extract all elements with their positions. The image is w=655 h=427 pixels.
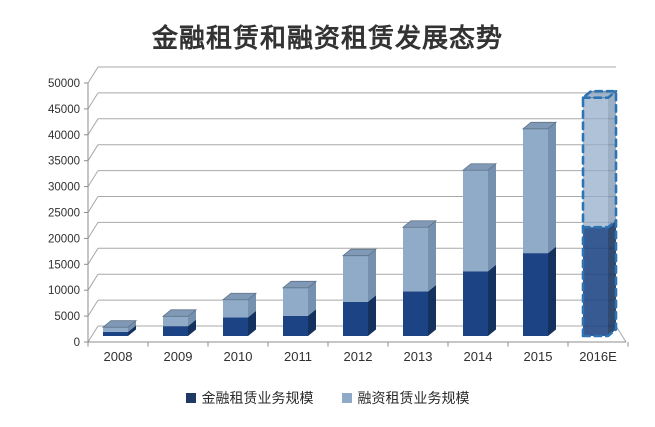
bar-segment-financial-2009: [163, 326, 188, 336]
bar-side-leasing-2016E: [608, 91, 616, 228]
bar-segment-financial-2010: [223, 317, 248, 336]
legend-swatch-financial-leasing: [185, 393, 196, 403]
x-tick-label: 2014: [464, 349, 493, 364]
grid-diagonal: [87, 92, 99, 110]
y-tick-label: 20000: [48, 233, 80, 245]
bar-side-financial-2015: [548, 246, 556, 336]
y-tick-label: 35000: [48, 156, 80, 168]
grid-diagonal: [87, 170, 99, 187]
grid-diagonal: [87, 222, 99, 239]
x-tick-label: 2013: [404, 349, 433, 364]
forecast-segment-divider-2016E: [581, 219, 618, 229]
grid-diagonal: [87, 248, 99, 265]
grid-diagonal: [87, 144, 99, 161]
x-tick-label: 2016E: [579, 349, 617, 364]
y-tick-label: 15000: [48, 259, 80, 271]
bar-top-cap-2015: [521, 121, 558, 130]
x-tick-label: 2011: [284, 349, 312, 364]
bar-side-leasing-2010: [248, 293, 256, 318]
bar-segment-leasing-2012: [343, 255, 368, 302]
bar-segment-financial-2015: [523, 253, 548, 336]
grid-diagonal: [87, 118, 99, 136]
legend: 金融租赁业务规模 融资租赁业务规模: [0, 388, 655, 408]
x-tick-label: 2010: [224, 349, 253, 364]
grid-diagonal: [87, 273, 99, 291]
forecast-outline-2016E: [581, 89, 618, 338]
chart-title: 金融租赁和融资租赁发展态势: [151, 23, 503, 53]
y-tick-label: 30000: [48, 182, 80, 194]
bar-segment-leasing-2016E: [583, 97, 608, 228]
bar-segment-leasing-2010: [223, 299, 248, 318]
bar-side-leasing-2015: [548, 122, 556, 254]
x-tick-label: 2012: [344, 349, 373, 364]
y-tick-label: 40000: [48, 130, 80, 142]
y-tick-label: 5000: [54, 311, 80, 323]
legend-item-financial-leasing: 金融租赁业务规模: [185, 388, 314, 408]
grid-diagonal: [87, 299, 99, 317]
bar-side-financial-2012: [368, 295, 376, 336]
legend-label-finance-leasing: 融资租赁业务规模: [357, 390, 470, 406]
bar-side-leasing-2011: [308, 281, 316, 316]
bar-side-financial-2013: [428, 284, 436, 336]
legend-label-financial-leasing: 金融租赁业务规模: [201, 390, 314, 406]
bar-side-financial-2016E: [608, 220, 616, 336]
y-tick-label: 10000: [48, 285, 80, 297]
bar-side-financial-2011: [308, 309, 316, 336]
bar-segment-financial-2014: [463, 271, 488, 336]
bar-segment-leasing-2011: [283, 287, 308, 316]
x-tick-label: 2009: [164, 349, 193, 364]
bar-side-financial-2010: [248, 310, 256, 336]
bar-side-financial-2014: [488, 264, 496, 336]
bar-top-cap-2012: [341, 248, 378, 257]
bar-segment-financial-2012: [343, 301, 368, 336]
bar-side-leasing-2013: [428, 220, 436, 292]
bar-segment-leasing-2009: [163, 316, 188, 327]
y-tick-label: 25000: [48, 208, 80, 220]
bar-segment-leasing-2014: [463, 170, 488, 272]
grid-diagonal: [87, 325, 99, 343]
bar-top-cap-2010: [221, 292, 258, 301]
x-tick-label: 2015: [524, 349, 553, 364]
bar-top-cap-2008: [101, 320, 138, 328]
y-tick-label: 45000: [48, 104, 80, 116]
x-tick-label: 2008: [104, 349, 133, 364]
bar-top-cap-2014: [461, 163, 498, 171]
bar-side-leasing-2008: [128, 320, 136, 332]
legend-item-finance-leasing: 融资租赁业务规模: [341, 388, 470, 408]
forecast-cap-edge-2016E: [581, 89, 618, 100]
bar-segment-leasing-2015: [523, 128, 548, 254]
legend-swatch-finance-leasing: [341, 393, 352, 403]
floor-right-edge: [615, 325, 627, 343]
bar-side-financial-2009: [188, 319, 196, 336]
bar-segment-financial-2008: [103, 331, 128, 336]
bar-top-cap-2013: [401, 220, 438, 228]
y-tick-label: 50000: [48, 78, 80, 90]
bar-segment-financial-2013: [403, 291, 428, 336]
bar-segment-leasing-2013: [403, 227, 428, 292]
bar-segment-financial-2016E: [583, 227, 608, 336]
bar-side-financial-2008: [128, 325, 136, 336]
bar-side-leasing-2012: [368, 249, 376, 302]
bar-segment-leasing-2008: [103, 327, 128, 332]
y-tick-label: 0: [74, 337, 80, 349]
grid-diagonal: [87, 66, 99, 84]
bar-top-cap-2011: [281, 280, 318, 289]
bar-side-leasing-2014: [488, 163, 496, 272]
grid-diagonal: [87, 196, 99, 213]
bar-top-cap-2009: [161, 309, 198, 317]
bar-side-leasing-2009: [188, 309, 196, 327]
bar-segment-financial-2011: [283, 315, 308, 336]
